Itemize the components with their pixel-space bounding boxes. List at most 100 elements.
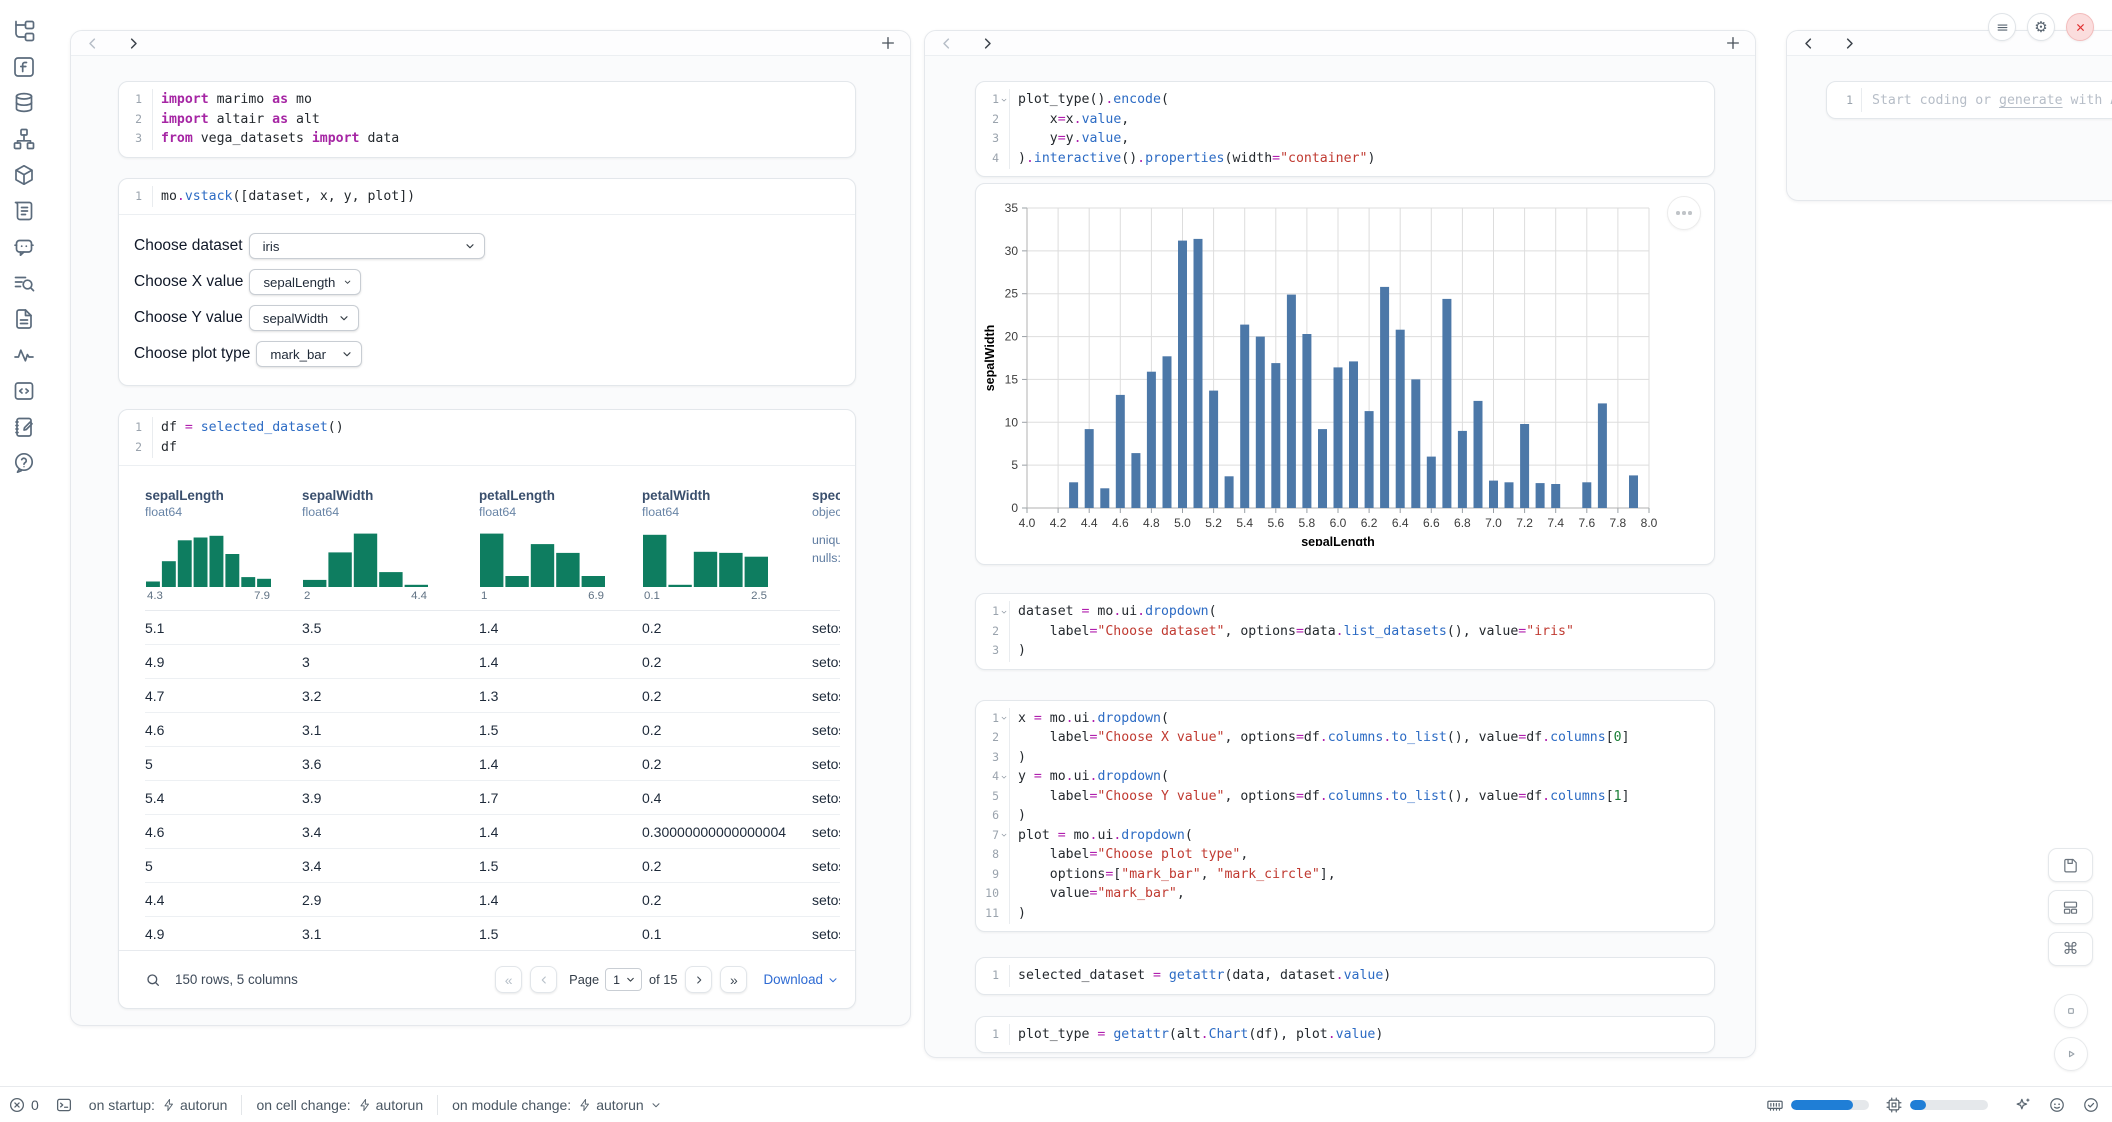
code-editor[interactable]: 1plot_type = getattr(alt.Chart(df), plot… <box>976 1017 1714 1053</box>
sidebar-item-functions[interactable] <box>12 55 36 79</box>
last-page-button[interactable]: » <box>720 966 747 993</box>
window-controls: ⚙ <box>1988 13 2094 41</box>
fold-chevron-icon[interactable] <box>999 602 1009 622</box>
keyboard-shortcuts-button[interactable]: ⌘ <box>2048 932 2093 966</box>
table-row: 53.41.50.2setosa <box>145 849 840 883</box>
code-text: label="Choose plot type", <box>1009 845 1248 865</box>
download-label: Download <box>763 972 823 987</box>
ai-assistant-button[interactable] <box>2014 1096 2032 1114</box>
sidebar-item-dependencies[interactable] <box>12 127 36 151</box>
code-editor[interactable]: 1mo.vstack([dataset, x, y, plot]) <box>119 179 855 215</box>
run-setting-on-startup[interactable]: on startup:autorun <box>89 1097 228 1113</box>
close-icon <box>2073 20 2088 35</box>
generate-with-ai-link[interactable]: generate <box>1999 93 2063 108</box>
altair-bar-chart[interactable]: 051015202530354.04.24.44.64.85.05.25.45.… <box>976 184 1714 546</box>
histogram-range: 24.4 <box>302 590 429 602</box>
code-editor[interactable]: 1selected_dataset = getattr(data, datase… <box>976 958 1714 994</box>
chevron-right-icon[interactable] <box>1842 36 1857 51</box>
code-editor[interactable]: 1dataset = mo.ui.dropdown(2 label="Choos… <box>976 594 1714 669</box>
code-line: 3) <box>976 748 1714 768</box>
column-histogram <box>479 532 606 587</box>
code-editor[interactable]: 1import marimo as mo2import altair as al… <box>119 82 855 157</box>
dropdown-choose-x-value[interactable]: sepalLength <box>249 269 361 295</box>
column-header-petalLength[interactable]: petalLengthfloat6416.9 <box>479 476 642 602</box>
chevron-left-icon[interactable] <box>85 36 100 51</box>
terminal-button[interactable] <box>55 1096 73 1114</box>
first-page-button[interactable]: « <box>495 966 522 993</box>
search-icon[interactable] <box>145 972 161 988</box>
lightning-bolt-icon <box>162 1098 176 1112</box>
column-header-petalWidth[interactable]: petalWidthfloat640.12.5 <box>642 476 812 602</box>
sidebar-item-chat-bot[interactable] <box>12 235 36 259</box>
chevron-right-icon[interactable] <box>980 36 995 51</box>
svg-text:6.2: 6.2 <box>1361 516 1378 530</box>
column-header-sepalLength[interactable]: sepalLengthfloat644.37.9 <box>145 476 302 602</box>
menu-button[interactable] <box>1988 13 2016 41</box>
fold-chevron-icon[interactable] <box>999 90 1009 110</box>
code-editor[interactable]: 1x = mo.ui.dropdown(2 label="Choose X va… <box>976 701 1714 932</box>
chevron-left-icon[interactable] <box>1801 36 1816 51</box>
sidebar-item-scroll[interactable] <box>12 199 36 223</box>
save-button[interactable] <box>2048 848 2093 882</box>
table-cell: 1.5 <box>479 722 642 738</box>
table-cell: 0.2 <box>642 756 812 772</box>
code-text: import marimo as mo <box>152 90 312 110</box>
sidebar-item-activity[interactable] <box>12 343 36 367</box>
column-header-species[interactable]: speciesobjectuniquenulls: <box>812 476 840 602</box>
page-select[interactable]: 1 <box>605 968 642 991</box>
line-number: 3 <box>976 748 999 768</box>
connection-status-button[interactable] <box>2082 1096 2100 1114</box>
empty-code-cell[interactable]: 1 Start coding or generate with AI <box>1826 81 2112 119</box>
table-row: 4.42.91.40.2setosa <box>145 883 840 917</box>
stop-button[interactable] <box>2054 994 2088 1028</box>
code-text: options=["mark_bar", "mark_circle"], <box>1009 865 1336 885</box>
line-number: 6 <box>976 806 999 826</box>
fold-chevron-icon[interactable] <box>999 826 1009 846</box>
sidebar-item-packages[interactable] <box>12 163 36 187</box>
table-cell: 4.6 <box>145 824 302 840</box>
next-page-button[interactable] <box>685 966 712 993</box>
code-editor[interactable]: 1df = selected_dataset()2df <box>119 410 855 465</box>
fold-chevron-icon[interactable] <box>999 767 1009 787</box>
sidebar-item-document[interactable] <box>12 307 36 331</box>
sidebar-item-database[interactable] <box>12 91 36 115</box>
table-cell: setosa <box>812 892 840 908</box>
code-line: 1plot_type().encode( <box>976 90 1714 110</box>
run-button[interactable] <box>2054 1037 2088 1071</box>
sidebar-item-scratchpad[interactable] <box>12 415 36 439</box>
error-indicator[interactable]: 0 <box>8 1096 39 1114</box>
code-cell-plot-encode: 1plot_type().encode(2 x=x.value,3 y=y.va… <box>975 81 1715 177</box>
sidebar-item-search-list[interactable] <box>12 271 36 295</box>
line-number: 7 <box>976 826 999 846</box>
column-header-sepalWidth[interactable]: sepalWidthfloat6424.4 <box>302 476 479 602</box>
copilot-button[interactable] <box>2048 1096 2066 1114</box>
sidebar-item-snippets[interactable] <box>12 379 36 403</box>
code-editor[interactable]: 1plot_type().encode(2 x=x.value,3 y=y.va… <box>976 82 1714 176</box>
dropdown-choose-plot-type[interactable]: mark_bar <box>256 341 362 367</box>
chart-menu-button[interactable] <box>1667 196 1701 230</box>
sidebar-item-file-tree[interactable] <box>12 19 36 43</box>
layout-button[interactable] <box>2048 890 2093 924</box>
chevron-left-icon[interactable] <box>939 36 954 51</box>
column-dtype: object <box>812 505 840 519</box>
fold-chevron-icon[interactable] <box>999 709 1009 729</box>
table-cell: 3.2 <box>302 688 479 704</box>
run-setting-on-module-change[interactable]: on module change:autorun <box>452 1097 662 1113</box>
add-cell-icon[interactable] <box>1725 35 1741 51</box>
control-label: Choose X value <box>134 273 243 291</box>
run-setting-label: on module change: <box>452 1097 571 1113</box>
add-cell-icon[interactable] <box>880 35 896 51</box>
sidebar-item-help[interactable] <box>12 451 36 475</box>
dropdown-choose-y-value[interactable]: sepalWidth <box>249 305 359 331</box>
dropdown-choose-dataset[interactable]: iris <box>249 233 485 259</box>
table-cell: 4.9 <box>145 654 302 670</box>
status-bar: 0 on startup:autorun on cell change:autor… <box>0 1086 2112 1122</box>
download-button[interactable]: Download <box>763 972 839 987</box>
line-number: 9 <box>976 865 999 885</box>
table-cell: 3.1 <box>302 926 479 942</box>
chevron-right-icon[interactable] <box>126 36 141 51</box>
close-panel-button[interactable] <box>2066 13 2094 41</box>
settings-button[interactable]: ⚙ <box>2027 13 2055 41</box>
previous-page-button[interactable] <box>530 966 557 993</box>
run-setting-on-cell-change[interactable]: on cell change:autorun <box>256 1097 423 1113</box>
